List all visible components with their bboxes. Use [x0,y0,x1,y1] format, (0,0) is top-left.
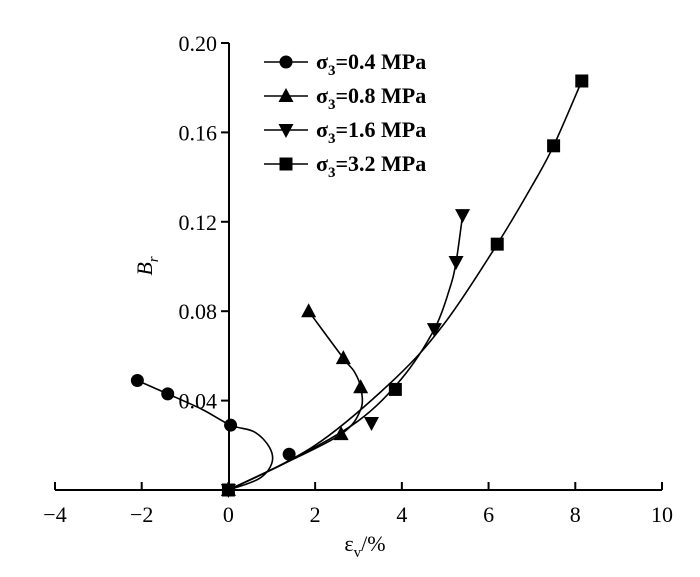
legend: σ3=0.4 MPa σ3=0.8 MPa σ3=1.6 MPa σ3=3.2 MPa [264,49,426,181]
y-tick-label: 0.20 [179,31,218,56]
legend-label-2: σ3=0.8 MPa [316,83,426,113]
data-point-series-2 [333,426,349,441]
legend-marker-2 [278,88,294,102]
legend-marker-1 [279,55,293,69]
data-point-series-4 [221,483,235,497]
data-point-series-1 [130,373,144,387]
data-point-series-1 [161,387,175,401]
x-tick-label: 2 [310,502,321,527]
axis-titles: εv/% Br [132,256,386,561]
legend-marker-4 [279,157,293,171]
data-point-series-3 [455,209,471,224]
data-point-series-1 [224,418,238,432]
x-tick-label: 6 [483,502,494,527]
legend-label-3: σ3=1.6 MPa [316,117,426,147]
data-point-series-4 [388,382,402,396]
legend-marker-3 [278,124,294,138]
data-point-series-2 [301,303,317,318]
y-axis-title-group: Br [132,256,162,275]
x-tick-label: 0 [223,502,234,527]
data-point-series-2 [335,350,351,365]
data-point-series-4 [547,139,561,153]
series-markers [130,74,589,498]
data-point-series-1 [282,447,296,461]
series-line-4 [228,80,583,491]
x-tick-label: 10 [651,502,673,527]
series-line-3 [228,214,464,491]
x-axis-title: εv/% [344,531,385,561]
x-tick-label: 4 [396,502,407,527]
series-line-1 [137,379,274,491]
x-tick-label: −4 [43,502,66,527]
x-tick-label: −2 [130,502,153,527]
data-point-series-4 [575,74,589,88]
data-point-series-3 [448,256,464,271]
x-tick-label: 8 [570,502,581,527]
axes: −4 −2 0 2 4 6 8 100.040.080.120.160.20 [43,31,673,527]
data-point-series-4 [490,237,504,251]
legend-label-1: σ3=0.4 MPa [316,49,426,79]
y-tick-label: 0.12 [179,210,218,235]
data-point-series-2 [353,379,369,394]
y-tick-label: 0.08 [179,299,218,324]
series-line-2 [228,310,364,491]
y-axis-title: Br [132,256,162,275]
data-point-series-3 [364,416,380,431]
y-tick-label: 0.16 [179,120,218,145]
data-point-series-3 [426,323,442,338]
legend-label-4: σ3=3.2 MPa [316,151,426,181]
